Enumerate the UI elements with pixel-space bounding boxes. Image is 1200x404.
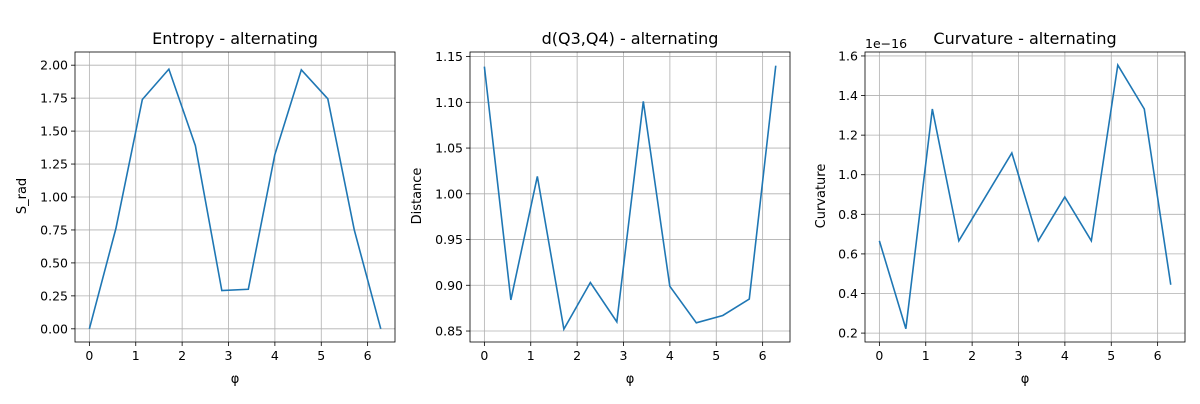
x-tick-label: 0 [480, 348, 488, 363]
panel-entropy: Entropy - alternating φ S_rad 0 1 2 3 4 5 6 0.0… [15, 29, 396, 387]
y-tick-label: 0.75 [40, 222, 68, 237]
x-tick-label: 1 [527, 348, 535, 363]
y-tick-label: 1.2 [838, 128, 858, 143]
y-tick-label: 0.2 [838, 326, 858, 341]
x-tick-label: 3 [1015, 348, 1023, 363]
x-tick-label: 3 [225, 348, 233, 363]
y-tick-label: 1.25 [40, 157, 68, 172]
y-tick-label: 1.00 [435, 186, 463, 201]
panel-title: Curvature - alternating [933, 29, 1116, 48]
x-axis-label: φ [1021, 372, 1030, 387]
x-tick-label: 2 [573, 348, 581, 363]
x-tick-label: 5 [1107, 348, 1115, 363]
y-tick-label: 1.4 [838, 88, 858, 103]
x-axis-label: φ [626, 372, 635, 387]
y-offset-label: 1e−16 [865, 36, 907, 51]
x-tick-label: 3 [620, 348, 628, 363]
x-tick-label: 1 [132, 348, 140, 363]
plot-area: 0 1 2 3 4 5 6 0.2 0.4 0.6 0.8 1.0 1.2 1.4 1.6 [838, 48, 1186, 363]
panel-curvature: Curvature - alternating φ Curvature 1e−1… [814, 29, 1186, 387]
y-tick-label: 0.50 [40, 255, 68, 270]
x-tick-label: 5 [317, 348, 325, 363]
y-tick-label: 0.85 [435, 324, 463, 339]
x-tick-label: 2 [178, 348, 186, 363]
plot-area: 0 1 2 3 4 5 6 0.85 0.90 0.95 1.00 1.05 1.10 1.15 [435, 49, 791, 363]
y-axis-label: Curvature [814, 164, 829, 229]
y-tick-label: 0.8 [838, 207, 858, 222]
y-tick-label: 0.25 [40, 288, 68, 303]
plot-area: 0 1 2 3 4 5 6 0.00 0.25 0.50 0.75 1.00 1.25 1.50 1.75 2… [40, 51, 396, 363]
y-tick-label: 1.00 [40, 190, 68, 205]
x-tick-label: 5 [712, 348, 720, 363]
x-tick-label: 0 [875, 348, 883, 363]
y-tick-label: 1.15 [435, 49, 463, 64]
y-tick-label: 1.10 [435, 95, 463, 110]
x-tick-label: 6 [759, 348, 767, 363]
x-tick-label: 4 [1061, 348, 1069, 363]
y-axis-label: S_rad [15, 178, 30, 214]
y-tick-label: 0.6 [838, 246, 858, 261]
x-tick-label: 0 [85, 348, 93, 363]
x-tick-label: 6 [1154, 348, 1162, 363]
series-line [88, 67, 382, 330]
series-line [878, 62, 1172, 329]
y-tick-label: 0.95 [435, 232, 463, 247]
panel-distance: d(Q3,Q4) - alternating φ Distance 0 1 2 3 4 5… [410, 29, 791, 387]
x-tick-label: 2 [968, 348, 976, 363]
y-tick-label: 0.90 [435, 278, 463, 293]
y-tick-label: 1.0 [838, 167, 858, 182]
x-tick-label: 6 [364, 348, 372, 363]
y-tick-label: 0.4 [838, 286, 858, 301]
y-tick-label: 1.05 [435, 141, 463, 156]
panel-title: Entropy - alternating [152, 29, 318, 48]
axes-frame [864, 51, 1186, 343]
y-tick-label: 1.6 [838, 48, 858, 63]
y-tick-label: 1.75 [40, 91, 68, 106]
series-line [483, 65, 777, 332]
panel-title: d(Q3,Q4) - alternating [542, 29, 719, 48]
axes-frame [469, 51, 791, 343]
y-axis-label: Distance [410, 168, 425, 225]
y-tick-label: 1.50 [40, 124, 68, 139]
x-tick-label: 4 [666, 348, 674, 363]
x-tick-label: 1 [922, 348, 930, 363]
y-tick-label: 0.00 [40, 321, 68, 336]
x-axis-label: φ [231, 372, 240, 387]
y-tick-label: 2.00 [40, 58, 68, 73]
x-tick-label: 4 [271, 348, 279, 363]
